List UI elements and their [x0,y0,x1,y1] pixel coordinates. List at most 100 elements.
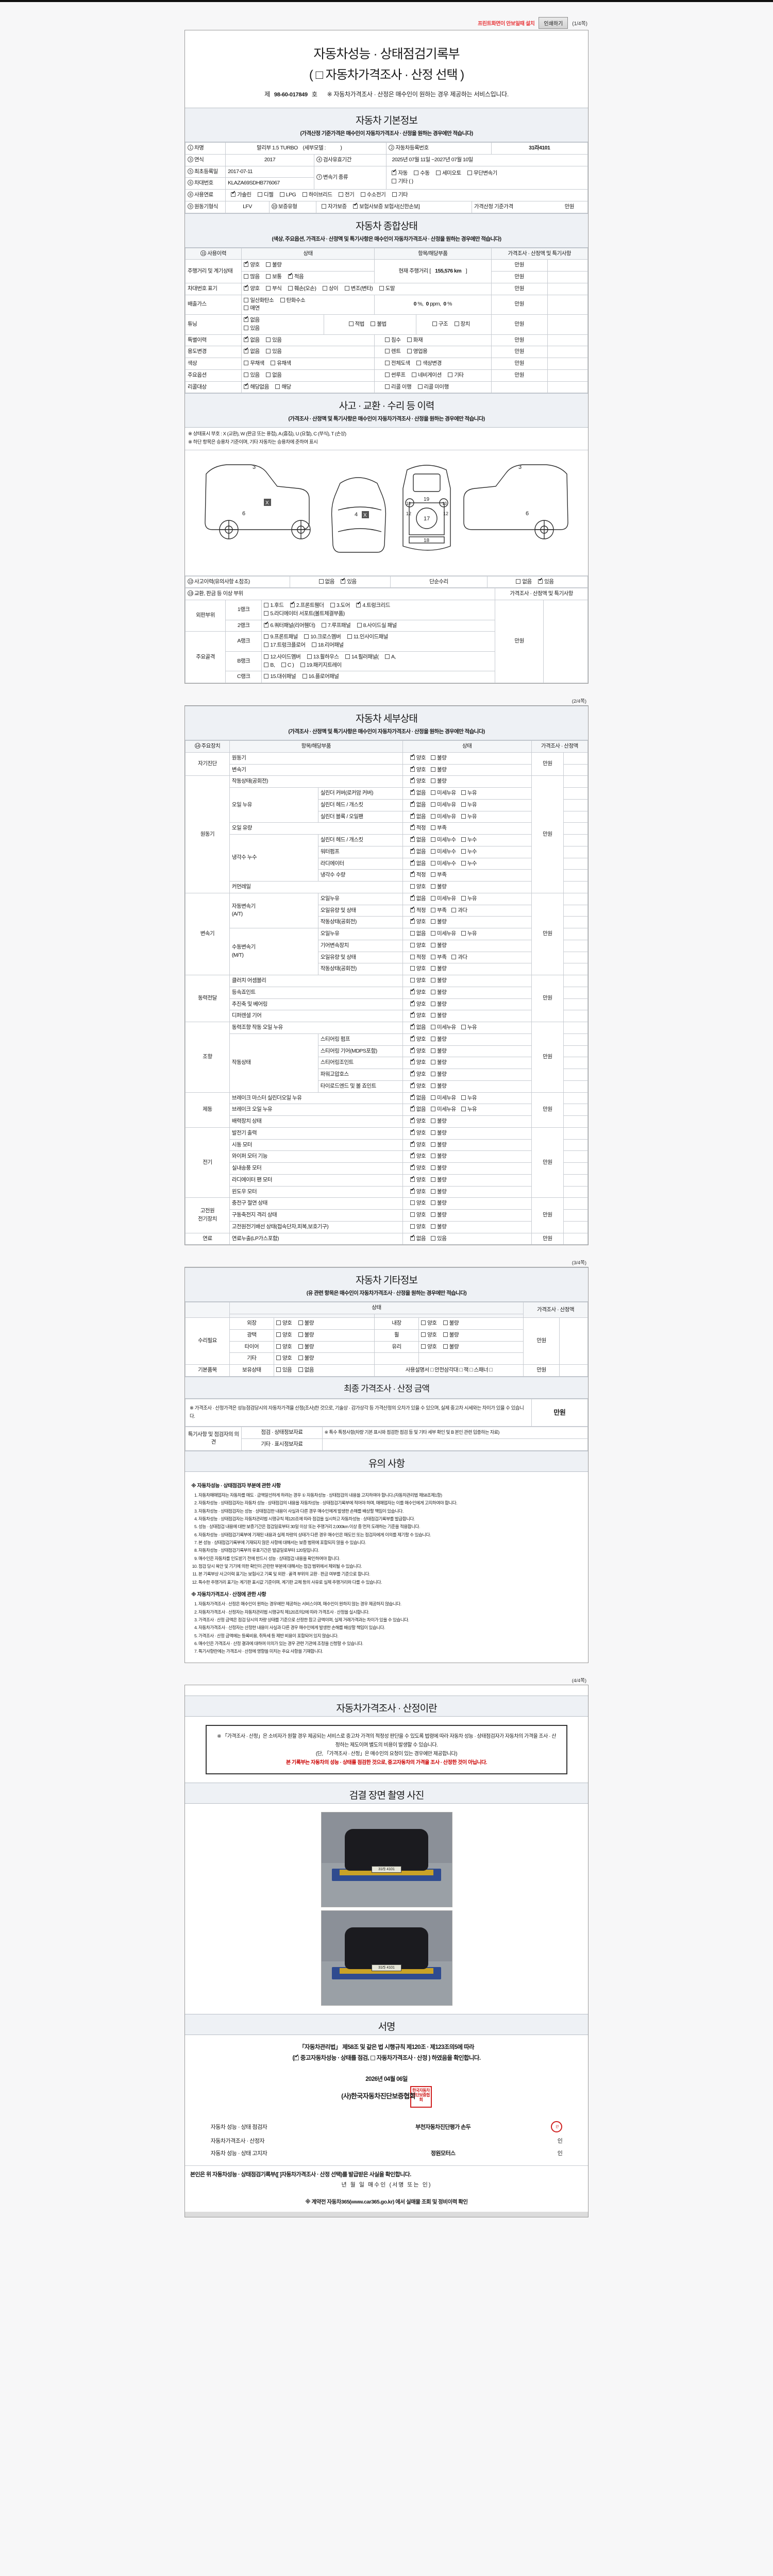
part-side-member[interactable]: 12.사이드멤버 [264,653,301,662]
checkbox-icon[interactable] [407,337,412,342]
detail-option[interactable]: 불량 [431,1223,447,1231]
checkbox-icon[interactable] [431,1095,436,1100]
detail-option[interactable]: 불량 [431,942,447,950]
part-side-sill-panel[interactable]: 8.사이드실 패널 [357,622,397,630]
checkbox-icon[interactable] [244,274,249,279]
repair-exists[interactable]: 있음 [538,578,554,586]
detail-option[interactable]: 양호 [410,1058,426,1067]
checkbox-icon[interactable] [353,202,358,209]
detail-option[interactable]: 양호 [410,1070,426,1079]
detail-price-input[interactable] [563,998,588,1011]
checkbox-icon[interactable] [410,1117,415,1124]
detail-option[interactable]: 불량 [431,989,447,997]
price-input-cell[interactable] [547,346,589,358]
checkbox-icon[interactable] [307,654,312,659]
detail-price-input[interactable] [563,1045,588,1058]
tire-good[interactable]: 양호 [276,1343,292,1351]
checkbox-icon[interactable] [322,285,327,291]
fuel-option-other[interactable]: 기타 [392,191,408,199]
tuning-structure[interactable]: 구조 [432,320,448,329]
detail-price-input[interactable] [563,1022,588,1034]
checkbox-icon[interactable] [392,169,397,175]
checkbox-icon[interactable] [231,191,236,197]
checkbox-icon[interactable] [266,337,271,342]
special-exists[interactable]: 있음 [266,336,282,345]
checkbox-icon[interactable] [431,954,436,959]
part-hood[interactable]: 1.후드 [264,602,284,610]
checkbox-icon[interactable] [276,1355,281,1361]
detail-option[interactable]: 불량 [431,1129,447,1138]
checkbox-icon[interactable] [330,603,335,608]
checkbox-icon[interactable] [421,1344,426,1349]
detail-option[interactable]: 적정 [410,906,426,915]
checkbox-icon[interactable] [244,325,249,330]
polish-good[interactable]: 양호 [276,1331,292,1340]
checkbox-icon[interactable] [410,766,415,772]
checkbox-icon[interactable] [410,1082,415,1088]
checkbox-icon[interactable] [431,1048,436,1053]
detail-option[interactable]: 과다 [451,907,467,915]
detail-option[interactable]: 미세누수 [431,848,456,856]
checkbox-icon[interactable] [410,1070,415,1077]
vin-erased[interactable]: 도말 [379,285,395,293]
exchange-price-input[interactable] [543,600,588,684]
checkbox-icon[interactable] [385,372,390,377]
detail-price-input[interactable] [563,975,588,987]
mileage-good[interactable]: 양호 [244,261,260,269]
checkbox-icon[interactable] [276,1320,281,1326]
recall-applicable[interactable]: 해당 [275,383,291,392]
detail-option[interactable]: 불량 [431,965,447,973]
part-floor-panel[interactable]: 16.플로어패널 [302,673,339,681]
checkbox-icon[interactable] [435,171,441,175]
vin-good[interactable]: 양호 [244,284,260,293]
detail-option[interactable]: 미세누유 [431,930,456,938]
checkbox-icon[interactable] [264,654,269,659]
checkbox-icon[interactable] [244,316,249,322]
detail-option[interactable]: 불량 [431,1001,447,1009]
detail-option[interactable]: 누유 [461,789,477,798]
checkbox-icon[interactable] [467,171,473,175]
checkbox-icon[interactable] [431,1200,436,1206]
checkbox-icon[interactable] [344,285,349,291]
tuning-exists[interactable]: 있음 [244,325,260,333]
checkbox-icon[interactable] [311,642,316,648]
detail-price-input[interactable] [563,857,588,870]
detail-option[interactable]: 적정 [410,954,426,962]
checkbox-icon[interactable] [385,384,390,389]
detail-option[interactable]: 양호 [410,918,426,926]
checkbox-icon[interactable] [357,622,362,628]
checkbox-icon[interactable] [410,1023,415,1030]
checkbox-icon[interactable] [321,622,326,628]
detail-option[interactable]: 불량 [431,1082,447,1091]
mileage-normal[interactable]: 보통 [266,273,282,281]
checkbox-icon[interactable] [371,321,376,326]
checkbox-icon[interactable] [279,192,284,197]
checkbox-icon[interactable] [454,321,459,326]
checkbox-icon[interactable] [431,872,436,877]
part-door[interactable]: 3.도어 [330,602,350,610]
detail-option[interactable]: 있음 [431,1235,447,1243]
emission-co[interactable]: 일산화탄소 [244,297,274,305]
checkbox-icon[interactable] [298,1320,303,1326]
emission-hc[interactable]: 탄화수소 [280,297,306,305]
price-input-cell[interactable] [547,381,589,394]
fuel-option-electric[interactable]: 전기 [338,191,355,199]
detail-price-input[interactable] [563,787,588,800]
detail-price-input[interactable] [563,881,588,893]
detail-option[interactable]: 불량 [431,1059,447,1067]
checkbox-icon[interactable] [410,978,415,983]
checkbox-icon[interactable] [266,285,271,291]
checkbox-icon[interactable] [431,1013,436,1018]
checkbox-icon[interactable] [244,306,249,311]
checkbox-icon[interactable] [410,1152,415,1159]
checkbox-icon[interactable] [431,966,436,971]
detail-option[interactable]: 미세누유 [431,1024,456,1032]
detail-price-input[interactable] [563,904,588,917]
part-roof-panel[interactable]: 7.루프패널 [321,622,351,630]
checkbox-icon[interactable] [275,384,280,389]
detail-price-input[interactable] [563,1209,588,1222]
checkbox-icon[interactable] [276,1367,281,1372]
detail-option[interactable]: 없음 [410,812,426,821]
checkbox-icon[interactable] [264,642,269,648]
checkbox-icon[interactable] [264,634,269,639]
